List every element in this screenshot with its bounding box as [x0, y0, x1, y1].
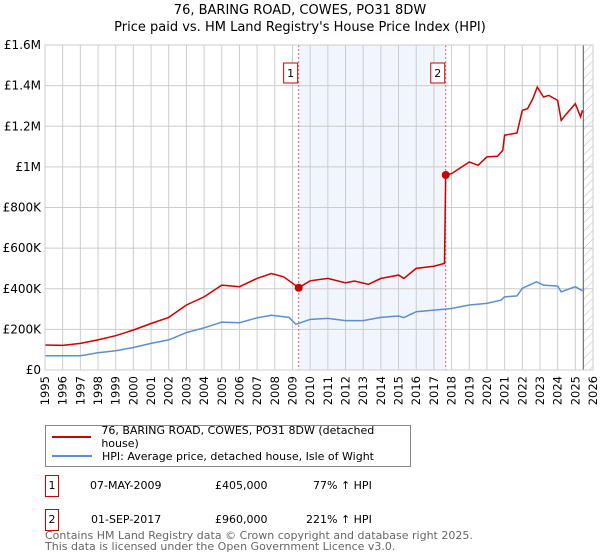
y-tick-label: £800K [3, 201, 43, 215]
x-tick-label: 2008 [268, 376, 282, 405]
legend-label: 76, BARING ROAD, COWES, PO31 8DW (detach… [101, 424, 375, 450]
x-tick-label: 1997 [73, 376, 87, 405]
price-chart: 1995 1996 1997 1998 1999 2000 2001 2002 2003 2004… [3, 38, 600, 405]
x-tick-label: 1996 [56, 376, 70, 405]
sale-label: 1 [287, 67, 294, 80]
x-tick-label: 2026 [586, 376, 600, 405]
x-tick-label: 2016 [409, 376, 423, 405]
sale-point [441, 171, 450, 179]
chart-subtitle: Price paid vs. HM Land Registry's House … [114, 20, 486, 35]
sale-label-box [283, 62, 299, 84]
transaction-price: £405,000 [215, 479, 268, 492]
footer-line: This data is licensed under the Open Gov… [45, 540, 396, 553]
transaction-hpi: 77% ↑ HPI [313, 479, 372, 492]
legend-label: HPI: Average price, detached house, Isle… [102, 449, 374, 463]
transaction-badge: 1 [45, 475, 59, 497]
x-tick-label: 2002 [162, 376, 176, 405]
series-line [44, 85, 584, 347]
transaction-date: 07-MAY-2009 [90, 479, 162, 492]
series-line [45, 280, 583, 357]
legend-item-property: 76, BARING ROAD, COWES, PO31 8DW (detach… [52, 424, 410, 450]
x-tick-label: 2000 [126, 376, 140, 405]
x-tick-label: 2006 [232, 376, 246, 405]
transaction-price: £960,000 [215, 513, 268, 526]
y-tick-label: £200K [3, 322, 43, 336]
x-tick-label: 2021 [498, 376, 512, 405]
transaction-date: 01-SEP-2017 [91, 513, 162, 526]
x-tick-label: 1998 [91, 376, 105, 405]
y-tick-label: £400K [3, 282, 43, 296]
x-tick-label: 2022 [515, 376, 529, 405]
plot-border [44, 44, 594, 371]
legend: 76, BARING ROAD, COWES, PO31 8DW (detach… [45, 424, 411, 467]
x-tick-label: 2007 [250, 376, 264, 405]
footer-line: Contains HM Land Registry data © Crown c… [45, 529, 473, 542]
x-tick-label: 1999 [109, 376, 123, 405]
y-tick-label: £1.2M [4, 119, 41, 133]
x-tick-label: 2009 [285, 376, 299, 405]
legend-swatch-red [52, 436, 92, 438]
y-tick-label: £1.6M [4, 38, 41, 52]
chart-title: 76, BARING ROAD, COWES, PO31 8DW [173, 3, 427, 18]
x-tick-label: 2013 [356, 376, 370, 405]
x-tick-label: 2025 [568, 376, 582, 405]
x-tick-label: 1995 [38, 376, 52, 405]
x-tick-label: 2020 [480, 376, 494, 405]
x-tick-label: 2005 [215, 376, 229, 405]
y-tick-label: £1M [15, 160, 41, 174]
y-tick-label: £1.4M [4, 79, 41, 93]
sale-point [294, 283, 303, 292]
legend-item-hpi: HPI: Average price, detached house, Isle… [52, 448, 374, 464]
x-tick-label: 2024 [551, 376, 565, 405]
x-tick-label: 2010 [303, 376, 317, 405]
sale-label-box [430, 62, 446, 84]
x-tick-label: 2023 [533, 376, 547, 405]
y-tick-label: £600K [3, 241, 43, 255]
x-tick-label: 2012 [339, 376, 353, 405]
x-tick-label: 2017 [427, 376, 441, 405]
transaction-badge: 2 [45, 509, 59, 531]
x-tick-label: 2011 [321, 376, 335, 405]
footer: Contains HM Land Registry data © Crown c… [45, 530, 473, 552]
x-tick-label: 2015 [392, 376, 406, 405]
x-tick-label: 2001 [144, 376, 158, 405]
x-tick-label: 2014 [374, 376, 388, 405]
x-tick-label: 2019 [462, 376, 476, 405]
x-tick-label: 2018 [445, 376, 459, 405]
x-tick-label: 2003 [179, 376, 193, 405]
transaction-hpi: 221% ↑ HPI [306, 513, 372, 526]
x-tick-label: 2004 [197, 376, 211, 405]
y-tick-label: £0 [26, 363, 41, 377]
legend-swatch-blue [52, 455, 92, 457]
sale-label: 2 [434, 67, 441, 80]
